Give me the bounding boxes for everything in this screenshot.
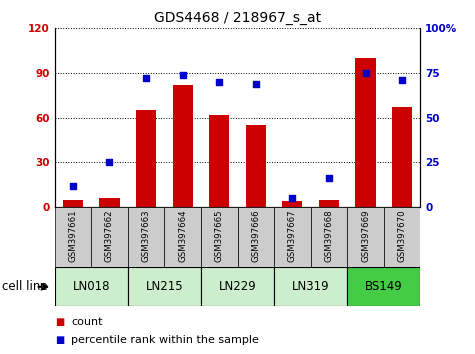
- Text: GSM397665: GSM397665: [215, 210, 224, 262]
- Bar: [136, 110, 156, 207]
- Point: [69, 183, 77, 188]
- Bar: [319, 200, 339, 207]
- Text: GSM397669: GSM397669: [361, 210, 370, 262]
- FancyBboxPatch shape: [91, 207, 128, 267]
- Point: [142, 75, 150, 81]
- Text: ■: ■: [55, 317, 64, 327]
- FancyBboxPatch shape: [311, 207, 347, 267]
- Point: [362, 70, 370, 76]
- FancyBboxPatch shape: [274, 207, 311, 267]
- FancyBboxPatch shape: [128, 267, 201, 306]
- Text: GSM397662: GSM397662: [105, 210, 114, 262]
- Text: GSM397668: GSM397668: [324, 210, 333, 262]
- Text: LN018: LN018: [73, 280, 110, 293]
- FancyBboxPatch shape: [238, 207, 274, 267]
- Point: [252, 81, 259, 87]
- Bar: [355, 58, 376, 207]
- Bar: [246, 125, 266, 207]
- Text: percentile rank within the sample: percentile rank within the sample: [71, 335, 259, 345]
- Point: [179, 72, 186, 78]
- FancyBboxPatch shape: [55, 267, 128, 306]
- Text: BS149: BS149: [365, 280, 403, 293]
- Title: GDS4468 / 218967_s_at: GDS4468 / 218967_s_at: [154, 11, 321, 24]
- Point: [216, 79, 223, 85]
- Text: GSM397663: GSM397663: [142, 210, 151, 262]
- Text: LN319: LN319: [292, 280, 330, 293]
- Point: [105, 160, 113, 165]
- FancyBboxPatch shape: [55, 207, 91, 267]
- Text: GSM397666: GSM397666: [251, 210, 260, 262]
- FancyBboxPatch shape: [164, 207, 201, 267]
- Text: GSM397670: GSM397670: [398, 210, 407, 262]
- Point: [398, 77, 406, 83]
- FancyBboxPatch shape: [347, 207, 384, 267]
- Text: GSM397664: GSM397664: [178, 210, 187, 262]
- Text: GSM397661: GSM397661: [68, 210, 77, 262]
- Bar: [282, 201, 303, 207]
- Text: cell line: cell line: [2, 280, 48, 293]
- Point: [289, 195, 296, 201]
- Text: count: count: [71, 317, 103, 327]
- Text: GSM397667: GSM397667: [288, 210, 297, 262]
- FancyBboxPatch shape: [201, 267, 274, 306]
- FancyBboxPatch shape: [347, 267, 420, 306]
- Bar: [99, 198, 120, 207]
- Bar: [209, 115, 229, 207]
- FancyBboxPatch shape: [274, 267, 347, 306]
- Text: ■: ■: [55, 335, 64, 345]
- FancyBboxPatch shape: [128, 207, 164, 267]
- FancyBboxPatch shape: [384, 207, 420, 267]
- Point: [325, 176, 332, 181]
- Text: LN215: LN215: [145, 280, 183, 293]
- Bar: [172, 85, 193, 207]
- FancyBboxPatch shape: [201, 207, 238, 267]
- Bar: [392, 107, 412, 207]
- Bar: [63, 200, 83, 207]
- Text: LN229: LN229: [218, 280, 256, 293]
